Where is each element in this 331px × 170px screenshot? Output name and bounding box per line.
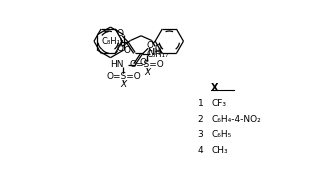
Text: 2: 2	[198, 115, 203, 124]
Text: 4: 4	[198, 146, 203, 155]
Text: O=S=O: O=S=O	[106, 72, 141, 81]
Text: O: O	[123, 46, 130, 55]
Text: O: O	[117, 29, 123, 38]
Text: NH: NH	[147, 48, 161, 57]
Text: X: X	[120, 80, 126, 89]
Text: O: O	[147, 41, 154, 50]
Text: HN: HN	[110, 60, 123, 69]
Text: 3: 3	[198, 130, 203, 139]
Text: C₆H₅: C₆H₅	[211, 130, 231, 139]
Text: O: O	[140, 58, 147, 67]
Text: CH₃: CH₃	[211, 146, 228, 155]
Text: 1: 1	[198, 99, 203, 108]
Text: X: X	[211, 83, 219, 93]
Text: O: O	[154, 44, 161, 53]
Text: C₈H₁₇: C₈H₁₇	[146, 50, 169, 59]
Text: X: X	[144, 68, 150, 77]
Text: CF₃: CF₃	[211, 99, 226, 108]
Text: C₆H₄-4-NO₂: C₆H₄-4-NO₂	[211, 115, 261, 124]
Text: O=S=O: O=S=O	[129, 60, 164, 69]
Text: C₈H₁₇: C₈H₁₇	[102, 37, 124, 46]
Text: O: O	[117, 44, 123, 53]
